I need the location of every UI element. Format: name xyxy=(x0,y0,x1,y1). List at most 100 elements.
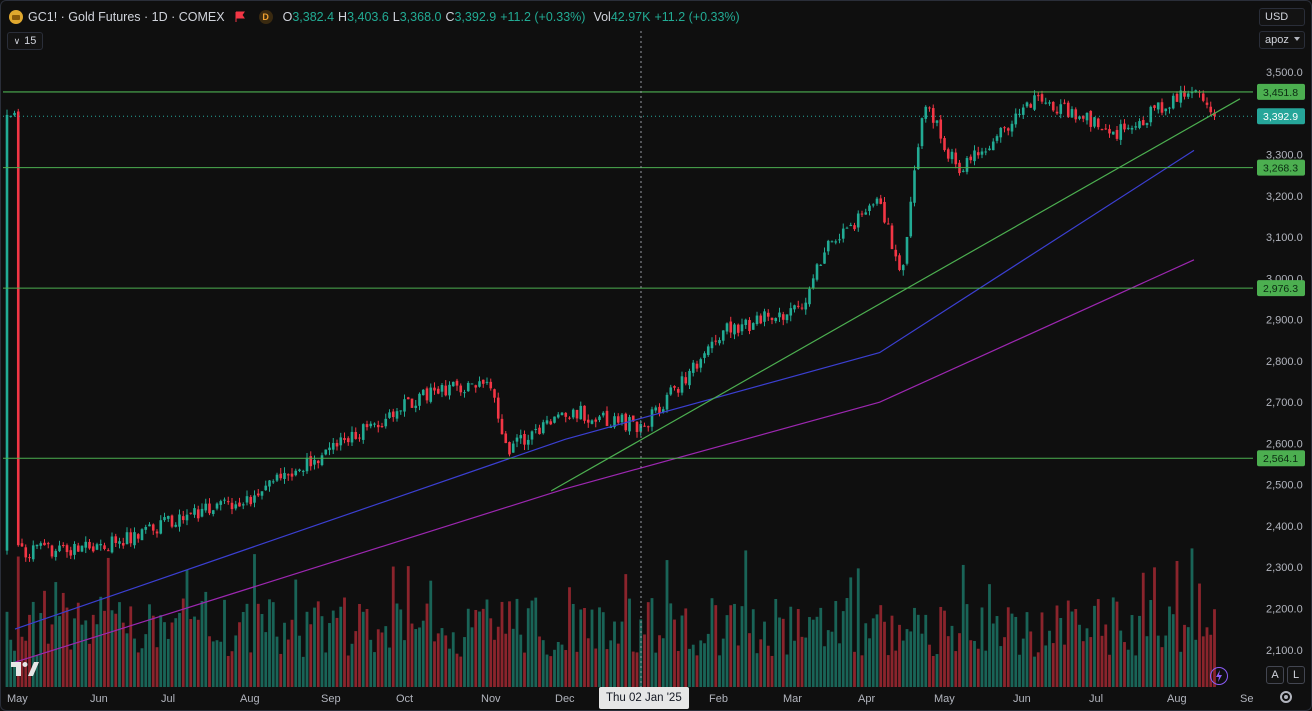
volume-bar xyxy=(1048,630,1051,687)
candle-body xyxy=(1201,93,1205,101)
candle-body xyxy=(954,152,958,165)
candle-body xyxy=(204,503,208,511)
volume-bar xyxy=(485,599,489,687)
candle-body xyxy=(856,213,860,228)
candle-body xyxy=(151,524,155,531)
volume-bar xyxy=(568,587,571,687)
candle-body xyxy=(669,387,673,395)
volume-bar xyxy=(508,601,511,687)
candle-body xyxy=(403,399,406,412)
time-tick-label: Jul xyxy=(1089,693,1103,705)
candle-body xyxy=(61,545,65,547)
volume-bar xyxy=(1036,652,1040,687)
volume-bar xyxy=(268,599,271,687)
candle-body xyxy=(50,545,54,557)
candle-body xyxy=(616,416,620,423)
candle-body xyxy=(193,508,196,515)
volume-bar xyxy=(583,607,586,687)
log-scale-button[interactable]: L xyxy=(1287,666,1305,684)
volume-bar xyxy=(91,614,95,687)
candle-body xyxy=(1040,94,1044,102)
volume-bar xyxy=(1198,583,1201,687)
level-price-label: 2,976.3 xyxy=(1263,283,1298,295)
candle-body xyxy=(481,379,485,384)
volume-bar xyxy=(155,647,159,687)
gear-icon[interactable] xyxy=(1280,691,1292,703)
volume-bar xyxy=(954,651,958,687)
volume-bar xyxy=(223,599,226,687)
candle-body xyxy=(1138,121,1141,128)
candle-body xyxy=(298,469,301,472)
volume-bar xyxy=(729,605,733,687)
candle-body xyxy=(129,532,133,544)
lightning-icon[interactable] xyxy=(1210,667,1228,685)
volume-bar xyxy=(421,620,425,687)
candle-body xyxy=(778,312,781,318)
volume-bar xyxy=(28,614,31,687)
volume-bar xyxy=(1081,641,1085,687)
volume-bar xyxy=(204,591,208,687)
candle-series xyxy=(5,85,1216,562)
volume-bar xyxy=(1115,601,1119,687)
volume-bar xyxy=(234,635,238,687)
candle-body xyxy=(695,363,699,369)
volume-bar xyxy=(534,597,538,687)
trendline[interactable] xyxy=(550,98,1241,492)
volume-bar xyxy=(39,613,43,687)
volume-bar xyxy=(391,566,395,687)
volume-bar xyxy=(440,628,444,687)
candle-body xyxy=(1134,126,1138,128)
indicators-toggle-button[interactable]: ∨ 15 xyxy=(7,32,43,50)
candle-body xyxy=(35,544,39,547)
volume-bar xyxy=(793,640,796,687)
symbol-title[interactable]: GC1! · Gold Futures · 1D · COMEX xyxy=(28,10,225,24)
delayed-data-badge[interactable]: D xyxy=(258,10,273,24)
unit-selector[interactable]: apoz xyxy=(1259,31,1305,49)
volume-bar xyxy=(290,619,294,687)
candle-body xyxy=(721,330,725,341)
time-axis[interactable]: May Jun Jul Aug Sep Oct Nov Dec Feb Mar Apr May Jun J… xyxy=(7,693,1253,705)
volume-bar xyxy=(594,648,598,687)
candle-body xyxy=(223,499,226,501)
volume-bar xyxy=(628,598,631,687)
candle-body xyxy=(208,503,211,514)
candle-body xyxy=(163,517,166,521)
candle-body xyxy=(628,417,631,432)
high-value: 3,403.6 xyxy=(347,10,389,24)
volume-bar xyxy=(144,634,148,687)
volume-bar xyxy=(1209,634,1213,687)
candle-body xyxy=(290,473,294,477)
candle-body xyxy=(388,412,391,418)
auto-scale-button[interactable]: A xyxy=(1266,666,1284,684)
price-axis[interactable]: 3,500.03,400.03,300.03,200.03,100.03,000… xyxy=(1266,67,1303,657)
candle-body xyxy=(279,473,283,479)
volume-bar xyxy=(148,604,151,687)
candle-body xyxy=(553,416,556,423)
level-price-label: 2,564.1 xyxy=(1263,453,1298,465)
tradingview-logo-icon[interactable] xyxy=(9,660,41,678)
candle-body xyxy=(946,149,950,159)
volume-bar xyxy=(1040,612,1044,687)
candle-body xyxy=(703,353,706,358)
volume-bar xyxy=(493,639,496,687)
volume-bar xyxy=(1145,636,1149,687)
volume-bar xyxy=(875,614,879,687)
flag-icon[interactable] xyxy=(235,11,245,23)
price-tick-label: 3,200.0 xyxy=(1266,191,1303,203)
volume-bar xyxy=(631,651,635,687)
candle-body xyxy=(661,409,665,413)
volume-bar xyxy=(556,641,560,687)
currency-selector[interactable]: USD xyxy=(1259,8,1305,26)
fast-moving-average-line xyxy=(14,149,1195,630)
volume-bar xyxy=(800,636,804,687)
candle-body xyxy=(73,543,76,555)
candle-body xyxy=(425,388,429,401)
volume-bar xyxy=(455,653,459,687)
volume-bar xyxy=(635,652,639,687)
volume-bar xyxy=(946,636,950,687)
candle-body xyxy=(343,438,346,441)
volume-bar xyxy=(1164,635,1168,687)
candle-body xyxy=(740,324,744,332)
volume-bar xyxy=(789,606,793,687)
